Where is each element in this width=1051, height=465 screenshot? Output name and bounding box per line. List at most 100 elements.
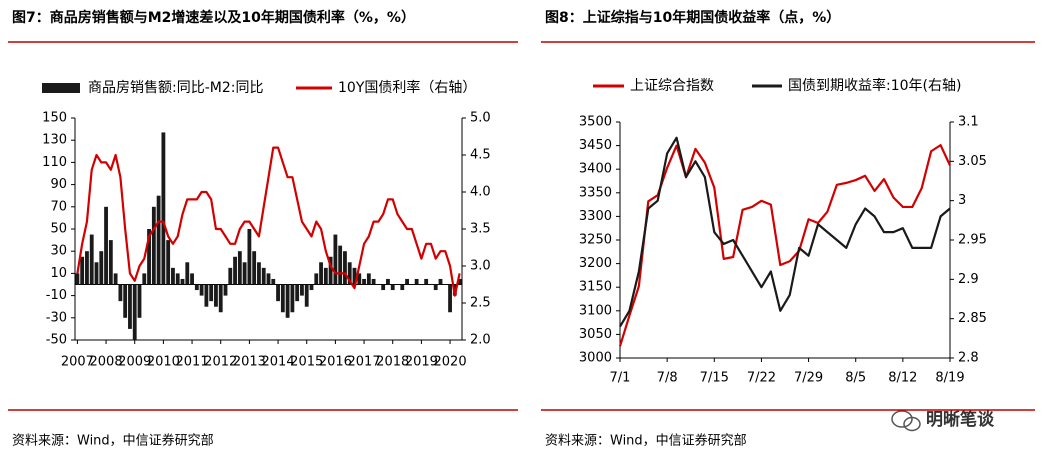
y-tick-label: 10 [50,266,67,281]
bar [99,251,104,285]
y-tick-label: 3100 [579,303,612,318]
y-tick-label: 3200 [579,256,612,271]
y-tick-label: -10 [46,288,67,303]
legend-label: 国债到期收益率:10年(右轴) [788,77,961,94]
y-tick-label: 90 [50,177,67,192]
bar [252,251,257,285]
line [618,144,951,347]
x-tick-label: 7/8 [657,371,678,386]
bar [443,284,448,285]
bar [242,262,247,285]
bar [323,267,328,285]
x-tick-label: 7/22 [747,371,776,386]
bar [261,267,266,285]
bar [438,278,443,285]
bar [381,284,386,291]
y2-tick-label: 3.0 [470,259,491,274]
bar [338,245,343,285]
y2-tick-label: 4.0 [470,185,491,200]
y-tick-label: 3250 [579,233,612,248]
y2-tick-label: 3.1 [958,115,979,130]
bar [276,284,280,302]
bar [209,284,214,302]
source: 资料来源：Wind，中信证券研究部 [545,433,747,449]
bar [185,262,190,285]
x-tick-label: 2020 [434,355,467,370]
bar [405,278,409,285]
bar [104,206,108,285]
bar [175,273,180,285]
bar [400,284,405,291]
x-tick-label: 7/29 [794,371,823,386]
bar [366,273,371,285]
y-tick-label: 3050 [579,327,612,342]
y2-tick-label: 5.0 [470,111,491,126]
y-tick-label: 110 [42,155,67,170]
bar [419,284,424,285]
x-tick-label: 2011 [176,355,209,370]
bar [343,251,347,285]
bar [328,256,333,285]
bar [352,267,357,285]
bar [319,262,323,285]
x-tick-label: 8/12 [888,371,917,386]
bar [108,240,113,285]
bar [161,132,166,285]
x-tick-label: 2015 [290,355,323,370]
bar [448,284,452,313]
bar [295,284,300,302]
bar [180,278,185,285]
bar [166,240,171,285]
legend-label: 商品房销售额:同比-M2:同比 [88,80,263,96]
y-tick-label: 3300 [579,209,612,224]
x-tick-label: 2017 [348,355,381,370]
bar [300,284,304,296]
legend-label: 上证综合指数 [630,78,714,94]
bar [285,284,290,318]
bar [75,273,80,285]
bar [290,284,295,313]
bar [85,251,89,285]
y-tick-label: 30 [50,244,67,259]
y-tick-label: 3350 [579,185,612,200]
x-tick-label: 2007 [61,355,94,370]
bar [80,256,85,285]
y-tick-label: 3400 [579,162,612,177]
y-tick-label: 3450 [579,138,612,153]
y2-tick-label: 3.5 [470,222,491,237]
y-tick-label: 50 [50,222,67,237]
x-tick-label: 7/15 [700,371,729,386]
bar [424,278,429,285]
bar [214,284,218,307]
bar [429,284,433,285]
x-tick-label: 8/19 [935,371,964,386]
x-tick-label: 2010 [147,355,180,370]
bar [357,273,362,285]
bar [333,234,338,285]
bar [132,284,137,340]
x-tick-label: 2012 [204,355,237,370]
legend-swatch [42,83,80,93]
y-tick-label: 130 [42,133,67,148]
bar [128,284,132,329]
x-tick-label: 2009 [118,355,151,370]
x-tick-label: 2014 [262,355,295,370]
bar [257,262,261,285]
y2-tick-label: 2.95 [958,233,987,248]
watermark: 明晰笔谈 [926,409,995,430]
line [76,146,461,297]
bar [371,278,376,285]
bar [156,195,161,285]
bar [147,229,151,285]
bar [314,273,319,285]
bar [204,284,209,307]
chart-title: 图7：商品房销售额与M2增速差以及10年期国债利率（%，%） [12,9,415,26]
bar [228,267,233,285]
bar [347,262,352,285]
x-tick-label: 2019 [405,355,438,370]
bar [237,251,242,285]
bar [309,284,314,291]
y-tick-label: -50 [46,333,67,348]
bar [395,284,400,285]
